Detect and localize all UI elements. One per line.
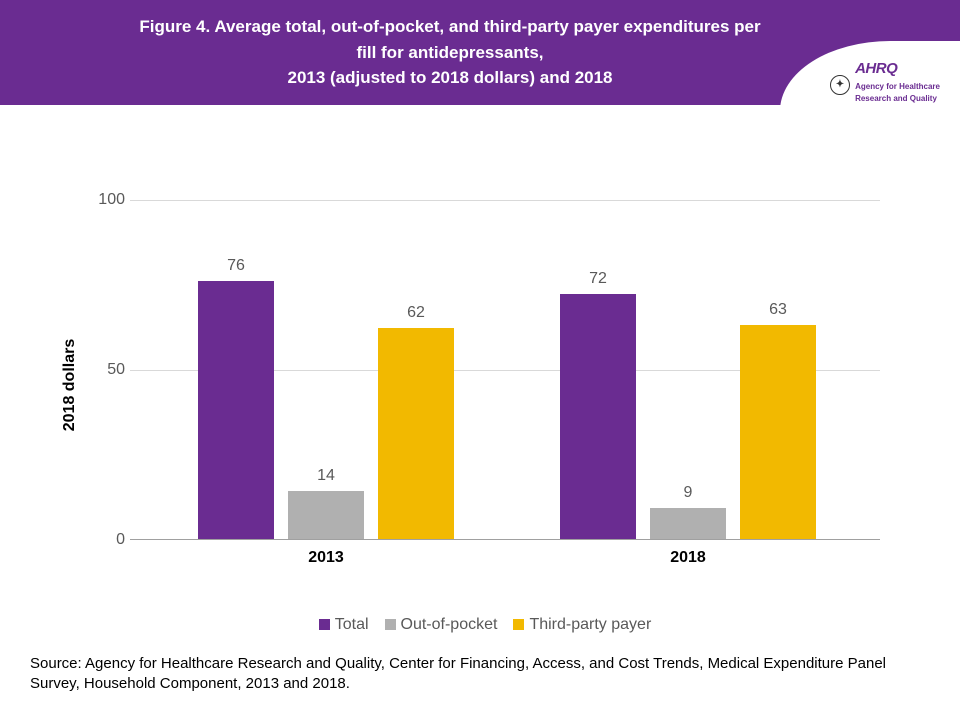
bar-total: 72	[560, 294, 636, 539]
x-category-label: 2018	[670, 549, 706, 567]
legend-label: Total	[335, 616, 369, 634]
y-axis-label: 2018 dollars	[61, 339, 79, 432]
legend-swatch	[319, 619, 330, 630]
bar-chart: 2018 dollars 7614622013729632018 TotalOu…	[70, 200, 900, 570]
bar-value-label: 62	[378, 304, 454, 322]
title-line-2: fill for antidepressants,	[60, 40, 840, 66]
bar-value-label: 9	[650, 484, 726, 502]
legend-item: Out-of-pocket	[385, 616, 498, 634]
logo-text: AHRQ Agency for Healthcare Research and …	[855, 58, 940, 105]
bar-third-party-payer: 63	[740, 325, 816, 539]
title-line-1: Figure 4. Average total, out-of-pocket, …	[60, 14, 840, 40]
legend-label: Third-party payer	[529, 616, 651, 634]
legend-label: Out-of-pocket	[401, 616, 498, 634]
x-category-label: 2013	[308, 549, 344, 567]
figure-header: Figure 4. Average total, out-of-pocket, …	[0, 0, 960, 105]
bar-out-of-pocket: 9	[650, 508, 726, 539]
source-note: Source: Agency for Healthcare Research a…	[30, 654, 930, 695]
legend-item: Third-party payer	[513, 616, 651, 634]
bar-value-label: 76	[198, 257, 274, 275]
y-tick-label: 50	[90, 361, 125, 379]
legend-swatch	[385, 619, 396, 630]
bar-out-of-pocket: 14	[288, 491, 364, 539]
bar-value-label: 72	[560, 270, 636, 288]
legend: Total Out-of-pocket Third-party payer	[70, 616, 900, 636]
legend-swatch	[513, 619, 524, 630]
bar-total: 76	[198, 281, 274, 539]
legend-item: Total	[319, 616, 369, 634]
y-tick-label: 0	[90, 531, 125, 549]
title-line-3: 2013 (adjusted to 2018 dollars) and 2018	[60, 65, 840, 91]
ahrq-logo: ✦ AHRQ Agency for Healthcare Research an…	[810, 47, 960, 111]
plot-area: 7614622013729632018	[130, 200, 880, 540]
gridline	[130, 200, 880, 201]
bar-value-label: 14	[288, 467, 364, 485]
y-tick-label: 100	[90, 191, 125, 209]
bar-third-party-payer: 62	[378, 328, 454, 539]
hhs-seal-icon: ✦	[830, 75, 850, 95]
bar-value-label: 63	[740, 301, 816, 319]
